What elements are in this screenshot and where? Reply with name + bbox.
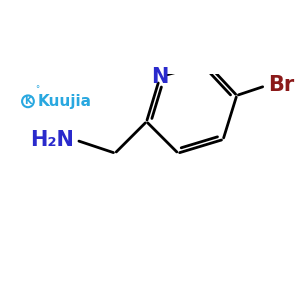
Text: °: ° [35,85,40,94]
Text: Br: Br [268,75,295,95]
Text: N: N [152,67,169,87]
Text: K: K [24,96,32,106]
Text: Kuujia: Kuujia [37,94,91,109]
Text: H₂N: H₂N [30,130,74,149]
